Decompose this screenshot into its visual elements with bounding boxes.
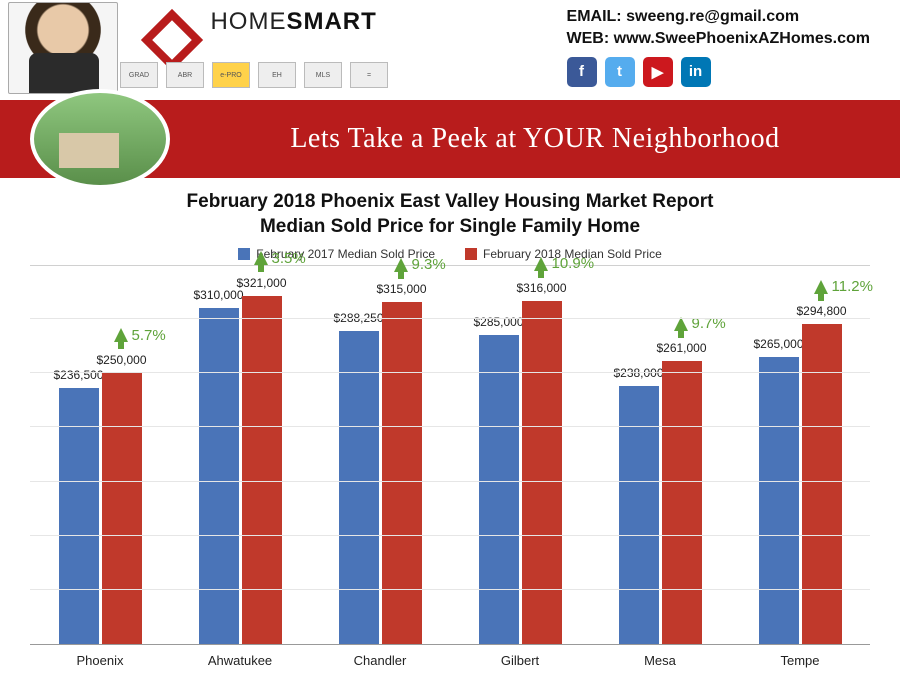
bar-2018: $321,0003.5%	[242, 296, 282, 645]
bar-group: $310,000$321,0003.5%	[170, 266, 310, 644]
cert-badge: MLS	[304, 62, 342, 88]
chart: February 2018 Phoenix East Valley Housin…	[30, 190, 870, 675]
bar-2018: $315,0009.3%	[382, 302, 422, 644]
arrow-up-icon	[534, 257, 548, 271]
bar-value-label: $238,000	[613, 366, 663, 380]
x-axis-label: Chandler	[310, 653, 450, 668]
x-axis-label: Mesa	[590, 653, 730, 668]
bar-2018: $250,0005.7%	[102, 373, 142, 644]
grid-line	[30, 481, 870, 482]
percent-change: 10.9%	[534, 255, 595, 272]
facebook-icon[interactable]: f	[567, 57, 597, 87]
percent-change: 9.3%	[394, 256, 446, 273]
percent-change: 11.2%	[814, 278, 873, 295]
web-line: WEB: www.SweePhoenixAZHomes.com	[567, 28, 870, 50]
grid-line	[30, 535, 870, 536]
grid-line	[30, 318, 870, 319]
bar-value-label: $321,000	[236, 276, 286, 290]
contact-block: EMAIL: sweeng.re@gmail.com WEB: www.Swee…	[567, 6, 870, 87]
bar-groups: $236,500$250,0005.7%$310,000$321,0003.5%…	[30, 266, 870, 644]
youtube-icon[interactable]: ▶	[643, 57, 673, 87]
cert-badge: EH	[258, 62, 296, 88]
email-link[interactable]: sweeng.re@gmail.com	[626, 8, 799, 25]
brand-logo: HOMESMART	[150, 8, 377, 57]
bar-2017: $310,000	[199, 308, 239, 645]
bar-2018: $316,00010.9%	[522, 301, 562, 644]
chart-plot: $236,500$250,0005.7%$310,000$321,0003.5%…	[30, 265, 870, 645]
web-link[interactable]: www.SweePhoenixAZHomes.com	[614, 30, 870, 47]
legend-swatch-2017	[238, 248, 250, 260]
x-axis-label: Ahwatukee	[170, 653, 310, 668]
banner-text: Lets Take a Peek at YOUR Neighborhood	[170, 123, 900, 155]
twitter-icon[interactable]: t	[605, 57, 635, 87]
bar-value-label: $265,000	[753, 337, 803, 351]
x-axis-labels: PhoenixAhwatukeeChandlerGilbertMesaTempe	[30, 653, 870, 668]
percent-text: 11.2%	[832, 278, 873, 295]
chart-title-line1: February 2018 Phoenix East Valley Housin…	[30, 190, 870, 215]
cert-badge: =	[350, 62, 388, 88]
bar-2018: $261,0009.7%	[662, 361, 702, 644]
chart-title-line2: Median Sold Price for Single Family Home	[30, 215, 870, 240]
percent-change: 5.7%	[114, 327, 166, 344]
header: HOMESMART GRAD ABR e-PRO EH MLS = EMAIL:…	[0, 0, 900, 100]
neighborhood-icon	[30, 89, 170, 189]
grid-line	[30, 426, 870, 427]
bar-group: $265,000 $294,800 11.2%	[730, 266, 870, 644]
x-axis-label: Gilbert	[450, 653, 590, 668]
bar-2017: $288,250	[339, 331, 379, 644]
bar-group: $285,000$316,00010.9%	[450, 266, 590, 644]
email-label: EMAIL:	[567, 8, 622, 25]
cert-badge: e-PRO	[212, 62, 250, 88]
percent-text: 9.3%	[412, 256, 446, 273]
bar-group: $288,250$315,0009.3%	[310, 266, 450, 644]
arrow-up-icon	[254, 251, 268, 265]
x-axis-label: Phoenix	[30, 653, 170, 668]
agent-photo	[8, 2, 118, 94]
bar-2017: $265,000	[759, 357, 799, 645]
bar-value-label: $294,800	[796, 304, 846, 318]
linkedin-icon[interactable]: in	[681, 57, 711, 87]
percent-text: 3.5%	[272, 250, 306, 267]
email-line: EMAIL: sweeng.re@gmail.com	[567, 6, 870, 28]
bar-value-label: $315,000	[376, 282, 426, 296]
bar-value-label: $250,000	[96, 353, 146, 367]
x-axis-label: Tempe	[730, 653, 870, 668]
cert-badge: ABR	[166, 62, 204, 88]
cert-badge: GRAD	[120, 62, 158, 88]
brand-text: HOMESMART	[210, 8, 376, 36]
grid-line	[30, 372, 870, 373]
bar-2017: $238,000	[619, 386, 659, 644]
bar-value-label: $316,000	[516, 281, 566, 295]
bar-value-label: $236,500	[53, 368, 103, 382]
arrow-up-icon	[114, 328, 128, 342]
bar-2017: $285,000	[479, 335, 519, 644]
chart-title: February 2018 Phoenix East Valley Housin…	[30, 190, 870, 239]
bar-value-label: $310,000	[193, 288, 243, 302]
percent-change: 3.5%	[254, 250, 306, 267]
chart-legend: February 2017 Median Sold Price February…	[30, 247, 870, 261]
arrow-up-icon	[814, 280, 828, 294]
legend-swatch-2018	[465, 248, 477, 260]
percent-text: 5.7%	[132, 327, 166, 344]
certification-badges: GRAD ABR e-PRO EH MLS =	[120, 62, 388, 88]
grid-line	[30, 589, 870, 590]
brand-bold: SMART	[286, 8, 376, 35]
brand-thin: HOME	[210, 8, 286, 35]
bar-value-label: $261,000	[656, 341, 706, 355]
web-label: WEB:	[567, 30, 610, 47]
social-row: f t ▶ in	[567, 57, 870, 87]
bar-group: $238,000$261,0009.7%	[590, 266, 730, 644]
banner: Lets Take a Peek at YOUR Neighborhood	[0, 100, 900, 178]
bar-group: $236,500$250,0005.7%	[30, 266, 170, 644]
percent-text: 10.9%	[552, 255, 595, 272]
arrow-up-icon	[394, 258, 408, 272]
